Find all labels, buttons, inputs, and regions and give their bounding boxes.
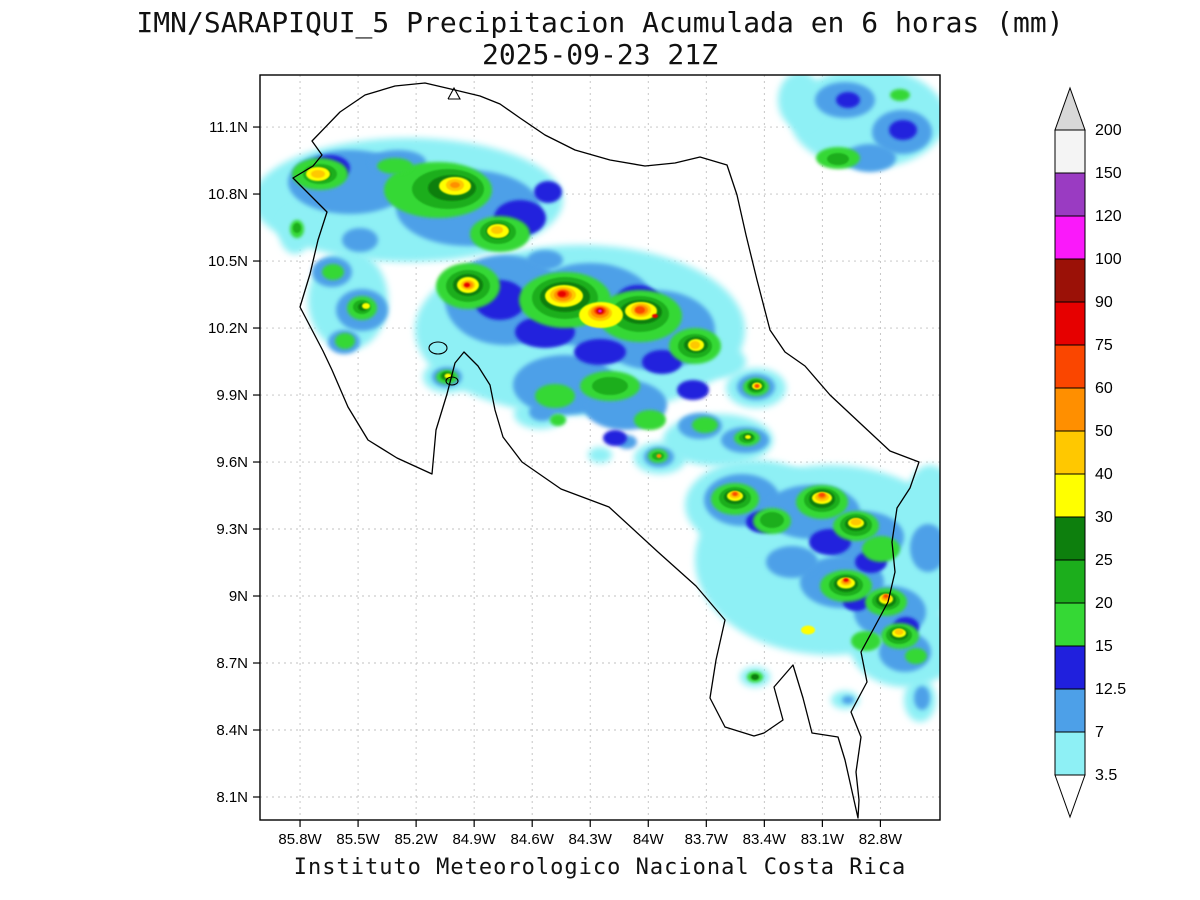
colorbar-label: 40 [1095,466,1113,483]
colorbar-band [1054,172,1086,217]
colorbar-label: 200 [1095,122,1122,139]
lon-tick-label: 84.3W [569,831,613,848]
lat-tick-label: 9.9N [216,387,248,404]
lon-tick-label: 84.9W [452,831,496,848]
lon-tick-label: 85.2W [394,831,438,848]
colorbar-band [1054,473,1086,518]
lat-tick-label: 8.7N [216,655,248,672]
colorbar-band [1054,344,1086,389]
lon-tick-label: 83.4W [743,831,787,848]
colorbar-over-arrow [1054,86,1086,131]
lon-tick-label: 85.5W [336,831,380,848]
colorbar-band [1054,301,1086,346]
colorbar-band [1054,430,1086,475]
colorbar-label: 50 [1095,423,1113,440]
lat-tick-label: 8.4N [216,722,248,739]
chart-subtitle: 2025-09-23 21Z [481,38,718,71]
colorbar-label: 15 [1095,638,1113,655]
axes: 85.8W 85.5W 85.2W 84.9W 84.6W 84.3W 84W 83.7W 83… [208,74,941,848]
colorbar-label: 25 [1095,552,1113,569]
costa-rica-outline [292,82,920,819]
colorbar-band [1054,688,1086,733]
lat-tick-label: 9.6N [216,454,248,471]
lat-tick-label: 10.5N [208,253,248,270]
colorbar-band [1054,387,1086,432]
colorbar: 3.5 7 12.5 15 20 25 30 40 50 60 75 90 100 120 150 200 [1054,86,1126,819]
colorbar-label: 60 [1095,380,1113,397]
colorbar-band [1054,516,1086,561]
precipitation-field [260,75,940,722]
colorbar-band [1054,602,1086,647]
chart-title: IMN/SARAPIQUI_5 Precipitacion Acumulada … [136,6,1064,39]
lon-tick-label: 82.8W [859,831,903,848]
lon-tick-label: 85.8W [278,831,322,848]
colorbar-label: 90 [1095,294,1113,311]
island-outline [428,341,448,355]
plot-frame [259,74,941,821]
colorbar-label: 20 [1095,595,1113,612]
colorbar-band [1054,559,1086,604]
lon-tick-label: 83.1W [801,831,845,848]
colorbar-label: 12.5 [1095,681,1126,698]
lake-island-outline [447,86,461,100]
colorbar-label: 30 [1095,509,1113,526]
lat-tick-label: 10.8N [208,186,248,203]
lat-tick-label: 10.2N [208,320,248,337]
lat-tick-label: 9.3N [216,521,248,538]
lat-tick-label: 9N [229,588,248,605]
colorbar-label: 150 [1095,165,1122,182]
colorbar-label: 75 [1095,337,1113,354]
lat-tick-label: 8.1N [216,789,248,806]
colorbar-label: 3.5 [1095,767,1117,784]
island-outline [445,376,459,386]
colorbar-band [1054,645,1086,690]
colorbar-label: 7 [1095,724,1104,741]
lon-tick-label: 84W [633,831,665,848]
footer-credit: Instituto Meteorologico Nacional Costa R… [293,855,907,880]
colorbar-band [1054,129,1086,174]
colorbar-under-arrow [1054,774,1086,819]
lon-tick-label: 83.7W [685,831,729,848]
coastline [292,82,920,819]
colorbar-band [1054,731,1086,776]
colorbar-label: 100 [1095,251,1122,268]
colorbar-band [1054,258,1086,303]
lon-tick-label: 84.6W [511,831,555,848]
lat-tick-label: 11.1N [209,119,248,136]
colorbar-band [1054,215,1086,260]
colorbar-label: 120 [1095,208,1122,225]
